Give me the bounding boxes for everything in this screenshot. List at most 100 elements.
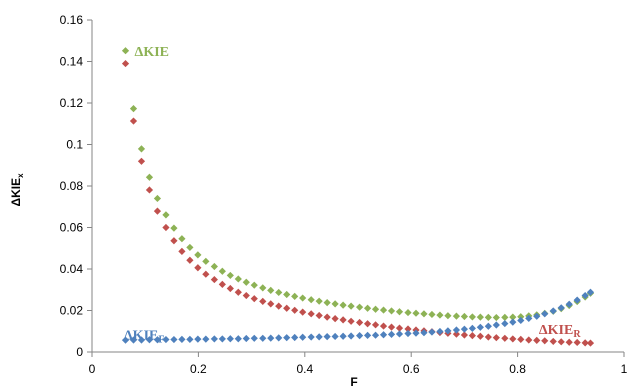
series-label-sub: F	[158, 334, 164, 345]
data-point	[387, 307, 396, 315]
data-point	[259, 297, 267, 305]
data-point	[331, 300, 339, 308]
data-point	[121, 336, 130, 344]
data-point	[379, 306, 388, 314]
data-point	[549, 307, 557, 315]
data-point	[347, 302, 355, 310]
data-point	[541, 337, 549, 345]
data-point	[468, 313, 476, 321]
data-point	[210, 262, 218, 271]
data-point	[194, 251, 202, 259]
data-point	[218, 280, 226, 288]
data-point	[379, 331, 388, 339]
data-point	[452, 326, 461, 334]
data-point	[162, 211, 170, 219]
data-point	[395, 324, 404, 332]
data-point	[533, 336, 541, 344]
data-point	[202, 257, 210, 265]
data-point	[307, 333, 315, 341]
data-point	[234, 275, 242, 283]
data-point	[218, 267, 226, 275]
y-tick-label: 0.06	[60, 221, 84, 235]
y-tick-label: 0.02	[60, 304, 84, 318]
data-point	[460, 325, 468, 333]
data-point	[339, 332, 347, 340]
x-tick-labels: 0 0.2 0.4 0.6 0.8 1	[89, 362, 628, 376]
data-point	[444, 327, 452, 335]
data-point	[267, 300, 275, 308]
data-point	[557, 304, 565, 312]
data-point	[468, 332, 476, 340]
data-point	[387, 323, 396, 331]
data-point	[323, 313, 331, 321]
data-point	[202, 335, 210, 343]
data-point	[299, 308, 307, 316]
data-point	[250, 281, 258, 289]
x-tick-label: 0.6	[403, 362, 420, 376]
data-point	[331, 314, 339, 323]
data-point	[275, 334, 283, 342]
data-point	[259, 284, 267, 292]
y-axis-title: ΔKIEx	[9, 173, 25, 207]
series-label-main: ΔKIE	[124, 328, 158, 343]
y-tick-label: 0.1	[66, 138, 83, 152]
series-label: ΔKIEF	[124, 328, 165, 345]
data-point	[347, 332, 355, 340]
series-label-main: ΔKIE	[539, 323, 573, 338]
y-tick-label: 0.12	[60, 96, 84, 110]
data-point	[484, 322, 492, 330]
data-point	[517, 316, 525, 325]
data-point	[420, 329, 428, 337]
series-label: ΔKIE	[135, 45, 169, 60]
data-point	[404, 308, 412, 317]
data-point	[379, 322, 388, 330]
x-tick-label: 0.4	[296, 362, 313, 376]
data-point	[242, 291, 250, 300]
data-point	[339, 316, 347, 324]
data-point	[363, 320, 372, 328]
data-point	[170, 335, 178, 344]
data-point	[291, 292, 299, 300]
data-point	[121, 59, 130, 68]
data-point	[137, 336, 146, 344]
data-point	[525, 336, 533, 344]
data-point	[476, 313, 484, 321]
data-point	[586, 288, 595, 296]
data-point	[234, 288, 242, 296]
axes	[87, 19, 625, 357]
data-point	[484, 333, 492, 341]
series-ΔKIE_R	[121, 59, 595, 347]
data-point	[315, 333, 323, 341]
data-point	[145, 336, 154, 344]
data-point	[573, 338, 581, 347]
data-point	[371, 331, 380, 339]
data-point	[194, 335, 202, 343]
data-point	[153, 336, 162, 344]
data-point	[452, 312, 461, 320]
data-point	[436, 327, 444, 336]
y-axis-title-main: ΔKIE	[9, 178, 23, 207]
x-axis-title: F	[350, 375, 357, 389]
data-point	[484, 313, 492, 321]
data-point	[363, 304, 372, 312]
data-point	[565, 338, 573, 346]
data-point	[581, 291, 589, 300]
data-point	[452, 330, 461, 338]
data-point	[170, 224, 178, 232]
series-label-sub: R	[573, 329, 581, 340]
y-tick-labels: 0 0.02 0.04 0.06 0.08 0.1 0.12 0.14 0.16	[60, 13, 84, 359]
data-point	[501, 334, 509, 342]
data-point	[121, 47, 130, 55]
data-point	[492, 313, 500, 322]
data-point	[226, 335, 234, 343]
data-point	[307, 296, 315, 304]
y-tick-label: 0.14	[60, 55, 84, 69]
data-point	[315, 311, 323, 320]
data-point	[404, 329, 412, 338]
data-point	[162, 335, 170, 344]
data-point	[492, 334, 500, 342]
data-point	[259, 334, 267, 342]
y-axis-title-sub: x	[16, 173, 25, 178]
x-tick-label: 1	[621, 362, 628, 376]
